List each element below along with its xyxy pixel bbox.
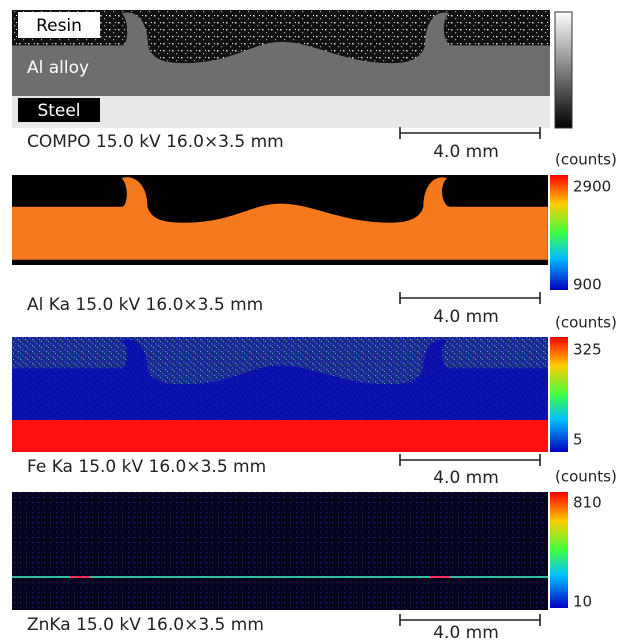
colorbar-unit: (counts) [555, 314, 617, 332]
colorbar-max: 325 [573, 341, 602, 359]
caption: Fe Ka 15.0 kV 16.0×3.5 mm [27, 457, 266, 477]
region-label: Steel [37, 101, 80, 121]
colorbar-max: 810 [573, 494, 602, 512]
scale-bar-label: 4.0 mm [433, 468, 499, 488]
scale-bar-label: 4.0 mm [433, 142, 499, 162]
fe-map: (counts) 325 5 Fe Ka 15.0 kV 16.0×3.5 mm… [12, 314, 617, 489]
caption: COMPO 15.0 kV 16.0×3.5 mm [27, 132, 284, 152]
compo-map: Resin Al alloy Steel COMPO 15.0 kV 16.0×… [12, 10, 572, 162]
zn-map: (counts) 810 10 ZnKa 15.0 kV 16.0×3.5 mm… [12, 468, 617, 641]
caption: Al Ka 15.0 kV 16.0×3.5 mm [27, 295, 263, 315]
colorbar-min: 900 [573, 276, 602, 294]
al-map: (counts) 2900 900 Al Ka 15.0 kV 16.0×3.5… [12, 151, 617, 328]
colorbar-max: 2900 [573, 178, 611, 196]
region-label: Resin [36, 16, 82, 36]
colorbar-unit: (counts) [555, 468, 617, 486]
colorbar-unit: (counts) [555, 151, 617, 169]
region-label: Al alloy [27, 58, 89, 78]
caption: ZnKa 15.0 kV 16.0×3.5 mm [27, 615, 264, 635]
scale-bar-label: 4.0 mm [433, 623, 499, 641]
figure: Resin Al alloy Steel COMPO 15.0 kV 16.0×… [0, 0, 634, 641]
scale-bar-label: 4.0 mm [433, 307, 499, 327]
colorbar-min: 10 [573, 593, 592, 611]
colorbar-min: 5 [573, 431, 583, 449]
